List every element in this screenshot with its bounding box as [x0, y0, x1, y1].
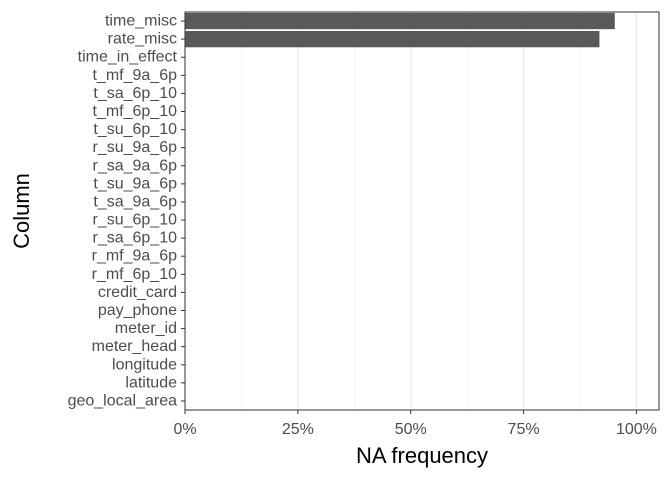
- y-tick-label: time_misc: [105, 13, 177, 30]
- bar-time_misc: [185, 12, 615, 30]
- y-axis-title: Column: [9, 173, 34, 249]
- y-tick-label: rate_misc: [108, 31, 177, 48]
- x-axis-ticks: 0% 25% 50% 75% 100%: [173, 410, 657, 438]
- y-axis-ticks: time_miscrate_misctime_in_effectt_mf_9a_…: [68, 13, 185, 409]
- bar-rate_misc: [185, 30, 600, 48]
- x-tick-label: 75%: [508, 421, 540, 438]
- y-tick-label: credit_card: [98, 284, 177, 301]
- y-tick-label: r_su_6p_10: [92, 212, 177, 229]
- x-axis-title: NA frequency: [356, 443, 488, 468]
- y-tick-label: t_mf_9a_6p: [92, 67, 177, 84]
- x-tick-label: 100%: [616, 421, 657, 438]
- y-tick-label: t_su_6p_10: [93, 121, 177, 138]
- y-tick-label: meter_head: [92, 338, 177, 355]
- y-tick-label: r_su_9a_6p: [92, 139, 177, 156]
- y-tick-label: geo_local_area: [68, 392, 178, 409]
- y-tick-label: t_sa_9a_6p: [93, 193, 177, 210]
- y-tick-label: latitude: [125, 374, 177, 391]
- grid-lines: [184, 12, 637, 410]
- y-tick-label: t_sa_6p_10: [93, 85, 177, 102]
- panel-border: [184, 11, 660, 411]
- y-tick-label: r_sa_6p_10: [92, 230, 177, 247]
- y-tick-label: longitude: [112, 356, 177, 373]
- y-tick-label: r_mf_9a_6p: [92, 248, 177, 265]
- y-tick-label: r_sa_9a_6p: [92, 157, 177, 174]
- y-tick-label: meter_id: [115, 320, 177, 337]
- x-tick-label: 25%: [282, 421, 314, 438]
- bars: [185, 12, 615, 283]
- x-tick-label: 0%: [173, 421, 196, 438]
- y-tick-label: pay_phone: [98, 302, 177, 319]
- y-tick-label: time_in_effect: [78, 49, 178, 66]
- y-tick-label: t_su_9a_6p: [93, 175, 177, 192]
- y-tick-label: t_mf_6p_10: [92, 103, 177, 120]
- x-tick-label: 50%: [395, 421, 427, 438]
- y-tick-label: r_mf_6p_10: [92, 266, 177, 283]
